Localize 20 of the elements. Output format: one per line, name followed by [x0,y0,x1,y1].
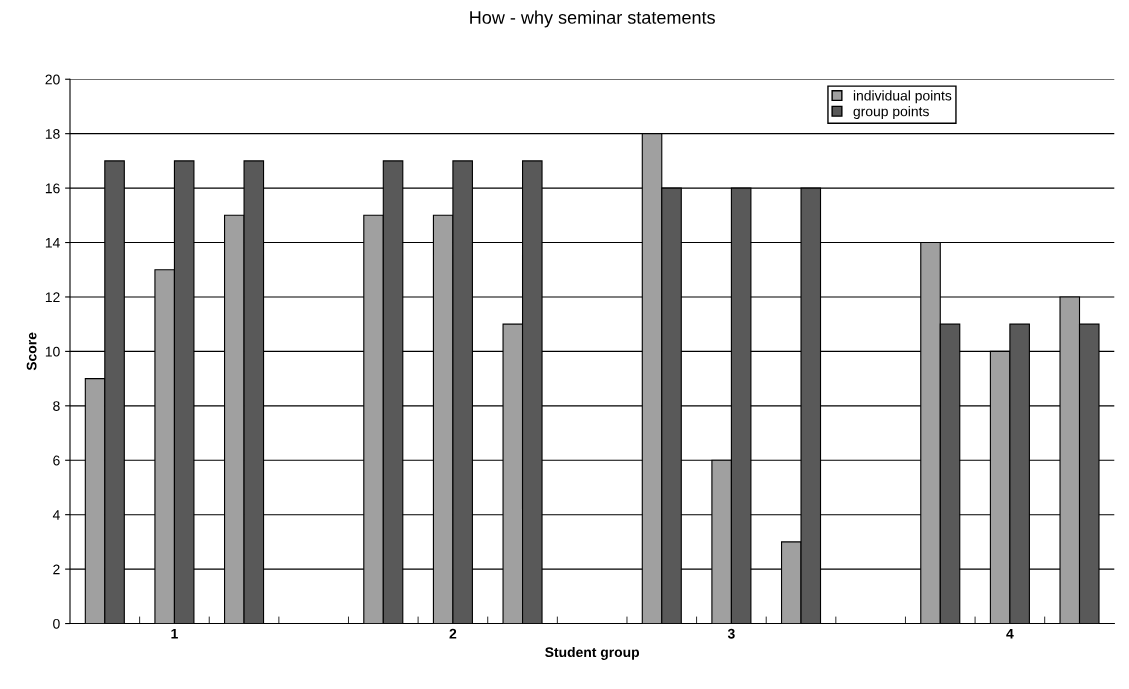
y-tick-label: 8 [53,401,60,411]
legend-label: individual points [853,90,952,104]
x-tick-label: 4 [1006,628,1014,639]
legend-label: group points [853,106,929,120]
y-tick-label: 6 [53,455,60,466]
y-axis-title: Score [26,332,37,371]
y-tick-label: 18 [45,129,60,139]
y-tick-label: 12 [45,292,60,302]
x-tick-label: 2 [449,628,457,639]
y-tick-label: 16 [45,183,60,194]
y-tick-label: 14 [45,238,60,248]
chart-title: How - why seminar statements [470,10,715,28]
y-tick-label: 20 [45,74,60,85]
y-tick-label: 0 [53,618,60,629]
y-tick-label: 10 [45,346,60,357]
x-axis-title: Student group [545,646,640,660]
x-tick-label: 3 [727,628,735,639]
y-tick-label: 2 [53,564,60,575]
y-tick-label: 4 [52,510,60,520]
x-tick-label: 1 [171,628,178,639]
